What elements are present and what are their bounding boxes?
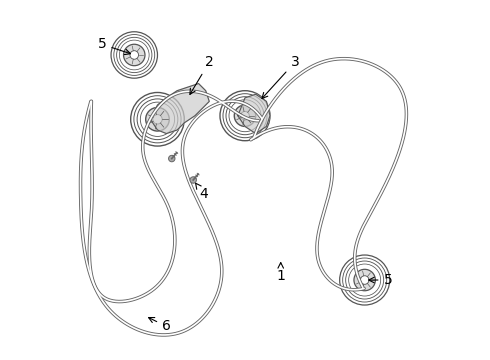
Circle shape xyxy=(153,114,162,124)
Circle shape xyxy=(190,177,196,183)
Text: 2: 2 xyxy=(190,55,214,94)
Circle shape xyxy=(354,269,375,291)
Text: 3: 3 xyxy=(262,55,299,98)
Text: 6: 6 xyxy=(148,318,171,333)
Circle shape xyxy=(146,108,169,131)
Polygon shape xyxy=(238,94,270,134)
Circle shape xyxy=(241,111,249,120)
Text: 1: 1 xyxy=(276,262,285,283)
Circle shape xyxy=(234,105,256,126)
Text: 4: 4 xyxy=(195,183,208,201)
Circle shape xyxy=(169,156,175,162)
Circle shape xyxy=(130,51,139,59)
Text: 5: 5 xyxy=(368,273,392,287)
Polygon shape xyxy=(150,84,209,134)
Circle shape xyxy=(123,44,145,66)
Text: 5: 5 xyxy=(98,37,130,55)
Circle shape xyxy=(360,276,369,284)
